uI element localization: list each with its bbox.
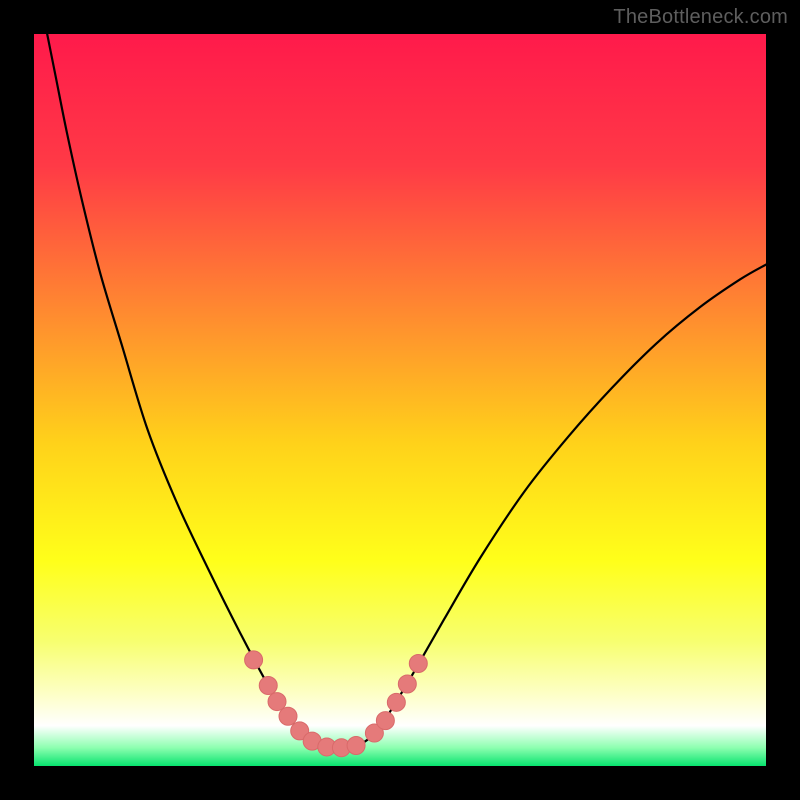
marker-dot — [387, 693, 405, 711]
chart-background — [34, 34, 766, 766]
marker-dot — [268, 693, 286, 711]
marker-dot — [376, 712, 394, 730]
marker-dot — [398, 675, 416, 693]
watermark-text: TheBottleneck.com — [613, 6, 788, 29]
marker-dot — [409, 655, 427, 673]
marker-dot — [245, 651, 263, 669]
gradient-curve-chart — [34, 34, 766, 766]
marker-dot — [259, 676, 277, 694]
marker-dot — [347, 737, 365, 755]
marker-dot — [279, 707, 297, 725]
chart-frame: TheBottleneck.com — [0, 0, 800, 800]
